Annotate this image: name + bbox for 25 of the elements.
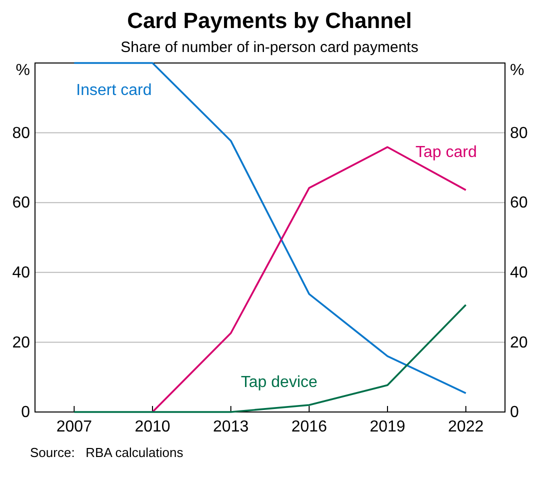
- y-tick-label: 40: [12, 264, 30, 282]
- chart-subtitle: Share of number of in-person card payments: [120, 39, 418, 56]
- y2-tick-label: 60: [510, 194, 528, 212]
- y-tick-label: 0: [21, 404, 30, 422]
- y-tick-label: 80: [12, 124, 30, 142]
- y-tick-label: 20: [12, 334, 30, 352]
- y2-tick-label: 40: [510, 264, 528, 282]
- chart-title: Card Payments by Channel: [127, 8, 412, 33]
- x-tick-label: 2019: [370, 418, 406, 436]
- x-tick-label: 2010: [134, 418, 170, 436]
- y2-tick-label: 0: [510, 404, 519, 422]
- y2-tick-label: 80: [510, 124, 528, 142]
- x-tick-label: 2022: [448, 418, 484, 436]
- line-series: [73, 304, 467, 413]
- x-tick-label: 2016: [291, 418, 328, 436]
- x-tick-label: 2013: [213, 418, 249, 436]
- source-note: Source: RBA calculations: [30, 445, 184, 460]
- series-label: Tap card: [416, 144, 477, 162]
- x-tick-label: 2007: [56, 418, 92, 436]
- series-label: Tap device: [240, 374, 318, 392]
- y-axis-title: %: [16, 62, 30, 79]
- y-tick-label: 60: [12, 194, 30, 212]
- y2-tick-label: 20: [510, 334, 528, 352]
- series-label: Insert card: [76, 82, 152, 99]
- y2-axis-title: %: [510, 62, 524, 79]
